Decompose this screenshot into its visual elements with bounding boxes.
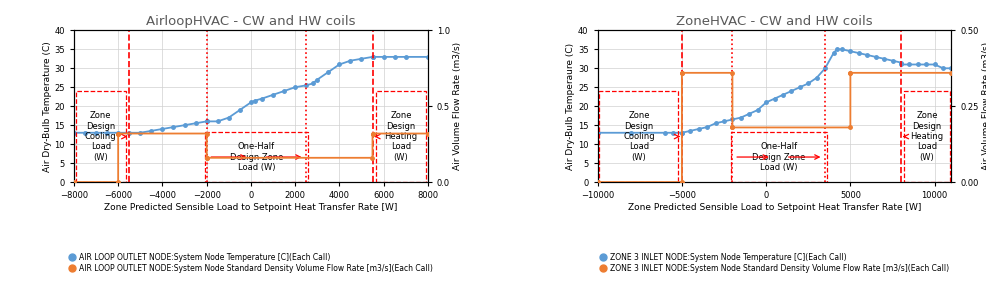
Text: One-Half
Design Zone
Load (W): One-Half Design Zone Load (W) <box>230 142 283 172</box>
Text: Zone
Design
Heating
Load
(W): Zone Design Heating Load (W) <box>385 111 418 162</box>
Bar <box>599 91 678 182</box>
Legend: AIR LOOP OUTLET NODE:System Node Temperature [C](Each Call), AIR LOOP OUTLET NOD: AIR LOOP OUTLET NODE:System Node Tempera… <box>69 253 433 273</box>
Text: One-Half
Design Zone
Load (W): One-Half Design Zone Load (W) <box>752 142 806 172</box>
Title: AirloopHVAC - CW and HW coils: AirloopHVAC - CW and HW coils <box>146 15 356 28</box>
X-axis label: Zone Predicted Sensible Load to Setpoint Heat Transfer Rate [W]: Zone Predicted Sensible Load to Setpoint… <box>105 203 397 212</box>
Text: Zone
Design
Heating
Load
(W): Zone Design Heating Load (W) <box>910 111 944 162</box>
Title: ZoneHVAC - CW and HW coils: ZoneHVAC - CW and HW coils <box>676 15 873 28</box>
Text: Zone
Design
Cooling
Load
(W): Zone Design Cooling Load (W) <box>85 111 116 162</box>
Bar <box>731 132 827 182</box>
Y-axis label: Air Volume Flow Rate (m3/s): Air Volume Flow Rate (m3/s) <box>453 42 461 170</box>
Text: Zone
Design
Cooling
Load
(W): Zone Design Cooling Load (W) <box>623 111 655 162</box>
Y-axis label: Air Dry-Bulb Temperaure (C): Air Dry-Bulb Temperaure (C) <box>566 43 575 170</box>
X-axis label: Zone Predicted Sensible Load to Setpoint Heat Transfer Rate [W]: Zone Predicted Sensible Load to Setpoint… <box>628 203 921 212</box>
Bar <box>76 91 125 182</box>
Y-axis label: Air Volume Flow Rate (m3/s): Air Volume Flow Rate (m3/s) <box>982 42 986 170</box>
Bar <box>376 91 426 182</box>
Y-axis label: Air Dry-Bulb Temperature (C): Air Dry-Bulb Temperature (C) <box>42 41 51 172</box>
Bar <box>205 132 308 182</box>
Legend: ZONE 3 INLET NODE:System Node Temperature [C](Each Call), ZONE 3 INLET NODE:Syst: ZONE 3 INLET NODE:System Node Temperatur… <box>600 253 949 273</box>
Bar <box>904 91 950 182</box>
